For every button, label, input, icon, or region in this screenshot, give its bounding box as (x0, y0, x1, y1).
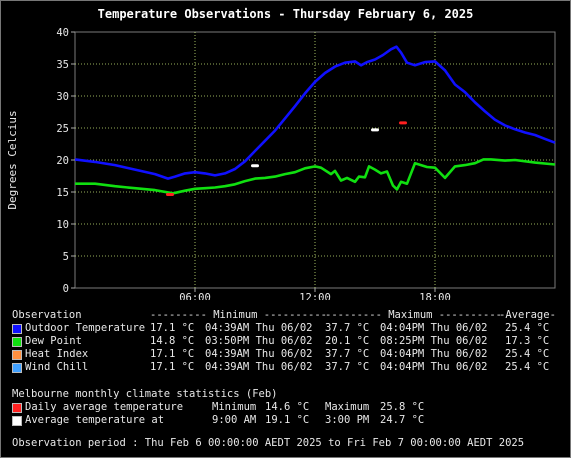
chart-title: Temperature Observations - Thursday Febr… (97, 7, 474, 21)
y-axis-label: Degrees Celcius (6, 110, 19, 209)
x-tick-label: 12:00 (299, 292, 331, 300)
x-axis-ticks: 06:00 12:00 18:00 (179, 288, 451, 300)
climate-swatch (12, 403, 22, 413)
stats-row-max-time: 04:04PM Thu 06/02 (380, 361, 488, 373)
x-tick-label: 18:00 (419, 292, 451, 300)
y-tick-label: 35 (56, 59, 69, 71)
stats-header: Observation --------- Minimum ----------… (12, 309, 556, 322)
stats-header-observation: Observation (12, 309, 82, 321)
stats-row-avg: 25.4 °C (505, 322, 550, 334)
series-line-outdoor-temperature (74, 45, 556, 180)
climate-row-label: Daily average temperature (25, 401, 184, 413)
y-tick-label: 5 (63, 251, 69, 263)
y-tick-label: 25 (56, 123, 69, 135)
y-tick-label: 20 (56, 155, 69, 167)
climate-row-value-1: 19.1 °C (265, 414, 310, 426)
stats-row-min-time: 04:39AM Thu 06/02 (205, 322, 313, 334)
stats-row-max: 37.7 °C (325, 361, 370, 373)
stats-row-min: 17.1 °C (150, 348, 195, 360)
stats-row-avg: 25.4 °C (505, 361, 550, 373)
climate-marker-point (166, 193, 174, 197)
stats-row-max-time: 04:04PM Thu 06/02 (380, 322, 488, 334)
climate-row-label-2: Maximum (325, 401, 370, 413)
stats-row-label: Dew Point (25, 335, 82, 347)
stats-row-min: 14.8 °C (150, 335, 195, 347)
y-tick-label: 30 (56, 91, 69, 103)
stats-row-label: Outdoor Temperature (25, 322, 146, 334)
series-lines (74, 45, 556, 195)
y-tick-label: 40 (56, 27, 69, 39)
stats-row-min: 17.1 °C (150, 322, 195, 334)
stats-header-minimum: --------- Minimum ---------- (150, 309, 328, 321)
stats-row-label: Wind Chill (25, 361, 89, 373)
climate-markers (166, 121, 407, 197)
stats-row-max: 37.7 °C (325, 322, 370, 334)
climate-swatch (12, 416, 22, 426)
stats-row-max: 37.7 °C (325, 348, 370, 360)
stats-header-average: -Average- (499, 309, 556, 321)
stats-row-max: 20.1 °C (325, 335, 370, 347)
stats-row-label: Heat Index (25, 348, 89, 360)
y-axis-ticks: 0 5 10 15 20 25 30 35 40 (56, 27, 75, 295)
temperature-chart: 0 5 10 15 20 25 30 35 40 06:00 12:00 18:00 Degrees… (6, 27, 556, 300)
legend-swatch (12, 337, 22, 347)
climate-row-label-1: Minimum (212, 401, 257, 413)
stats-row-max-time: 04:04PM Thu 06/02 (380, 348, 488, 360)
climate-row-value-2: 24.7 °C (380, 414, 425, 426)
stats-row-min-time: 04:39AM Thu 06/02 (205, 361, 313, 373)
climate-row-value-1: 14.6 °C (265, 401, 310, 413)
legend-swatch (12, 324, 22, 334)
climate-row-label-2: 3:00 PM (325, 414, 370, 426)
legend-swatch (12, 350, 22, 360)
grid-lines (75, 32, 555, 288)
climate-row-label: Average temperature at (25, 414, 165, 426)
y-tick-label: 10 (56, 219, 69, 231)
climate-heading: Melbourne monthly climate statistics (Fe… (12, 388, 278, 400)
y-tick-label: 0 (63, 283, 69, 295)
climate-row-label-1: 9:00 AM (212, 414, 257, 426)
stats-row-min: 17.1 °C (150, 361, 195, 373)
climate-marker-point (399, 121, 407, 125)
climate-marker-point (251, 164, 259, 168)
series-line-dew-point (75, 158, 556, 195)
stats-row-min-time: 03:50PM Thu 06/02 (205, 335, 313, 347)
stats-row-min-time: 04:39AM Thu 06/02 (205, 348, 313, 360)
climate-marker-point (371, 128, 379, 132)
climate-row-value-2: 25.8 °C (380, 401, 425, 413)
x-tick-label: 06:00 (179, 292, 211, 300)
stats-row-avg: 17.3 °C (505, 335, 550, 347)
stats-header-maximum: --------- Maximum ---------- (325, 309, 503, 321)
observation-period: Observation period : Thu Feb 6 00:00:00 … (12, 437, 525, 449)
y-tick-label: 15 (56, 187, 69, 199)
stats-row-avg: 25.4 °C (505, 348, 550, 360)
legend-swatch (12, 363, 22, 373)
stats-row-max-time: 08:25PM Thu 06/02 (380, 335, 488, 347)
